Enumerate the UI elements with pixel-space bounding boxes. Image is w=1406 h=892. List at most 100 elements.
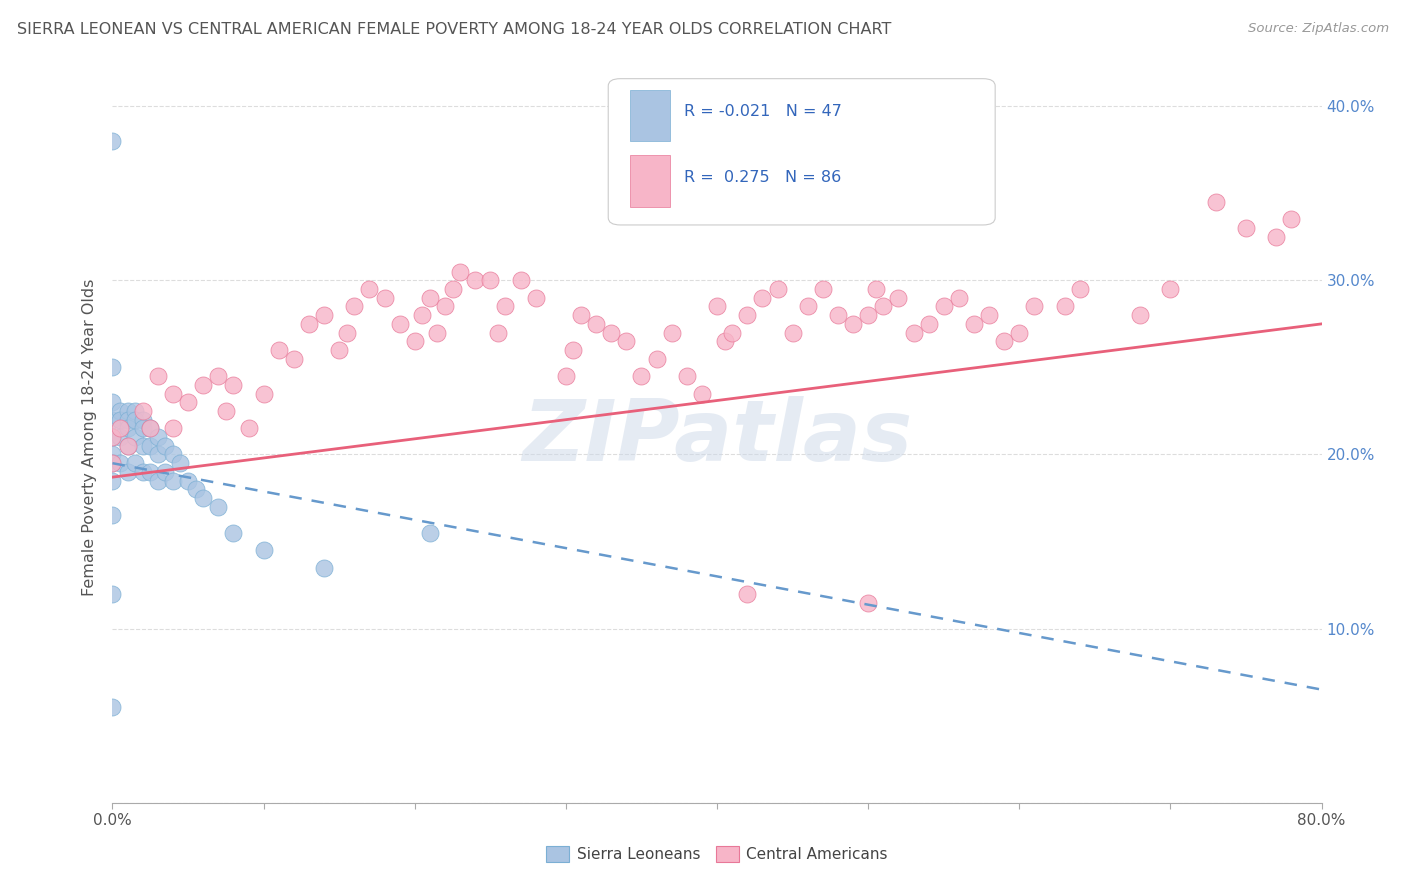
Point bbox=[328, 343, 350, 357]
Point bbox=[207, 369, 229, 384]
Point bbox=[963, 317, 986, 331]
Point bbox=[177, 474, 200, 488]
Point bbox=[479, 273, 502, 287]
Point bbox=[1279, 212, 1302, 227]
Point bbox=[388, 317, 411, 331]
Point bbox=[124, 412, 146, 426]
Point bbox=[374, 291, 396, 305]
Point bbox=[343, 300, 366, 314]
Point bbox=[139, 421, 162, 435]
FancyBboxPatch shape bbox=[609, 78, 995, 225]
Point bbox=[155, 465, 177, 479]
Point bbox=[419, 525, 441, 540]
Point bbox=[630, 369, 652, 384]
Point bbox=[267, 343, 290, 357]
Point bbox=[162, 421, 184, 435]
Point bbox=[918, 317, 941, 331]
Point bbox=[146, 369, 169, 384]
Point bbox=[298, 317, 321, 331]
Point bbox=[139, 421, 162, 435]
Point bbox=[108, 456, 131, 470]
Point bbox=[751, 291, 773, 305]
Point bbox=[117, 412, 139, 426]
Point bbox=[856, 595, 880, 609]
Point bbox=[169, 456, 191, 470]
Point bbox=[737, 308, 759, 322]
Point bbox=[191, 377, 214, 392]
Point bbox=[796, 300, 818, 314]
Point bbox=[1129, 308, 1152, 322]
Text: SIERRA LEONEAN VS CENTRAL AMERICAN FEMALE POVERTY AMONG 18-24 YEAR OLDS CORRELAT: SIERRA LEONEAN VS CENTRAL AMERICAN FEMAL… bbox=[17, 22, 891, 37]
Point bbox=[585, 317, 607, 331]
Point bbox=[419, 291, 441, 305]
Point bbox=[932, 300, 955, 314]
Point bbox=[117, 439, 139, 453]
Point bbox=[314, 560, 336, 574]
Point bbox=[600, 326, 623, 340]
Point bbox=[562, 343, 585, 357]
Point bbox=[146, 430, 169, 444]
Point bbox=[101, 430, 124, 444]
Point bbox=[856, 308, 880, 322]
Point bbox=[569, 308, 592, 322]
Point bbox=[554, 369, 576, 384]
Point bbox=[101, 395, 124, 409]
Point bbox=[162, 386, 184, 401]
Point bbox=[108, 430, 131, 444]
Point bbox=[191, 491, 214, 505]
Point bbox=[1069, 282, 1091, 296]
Point bbox=[314, 308, 336, 322]
Point bbox=[132, 439, 155, 453]
FancyBboxPatch shape bbox=[630, 89, 669, 141]
Point bbox=[737, 587, 759, 601]
Point bbox=[464, 273, 486, 287]
Point bbox=[101, 508, 124, 523]
Point bbox=[101, 456, 124, 470]
Point bbox=[827, 308, 849, 322]
Point bbox=[124, 456, 146, 470]
Point bbox=[222, 377, 245, 392]
Point bbox=[253, 543, 276, 558]
Point bbox=[675, 369, 697, 384]
Point bbox=[336, 326, 359, 340]
Point bbox=[132, 404, 155, 418]
Y-axis label: Female Poverty Among 18-24 Year Olds: Female Poverty Among 18-24 Year Olds bbox=[82, 278, 97, 596]
Point bbox=[426, 326, 449, 340]
Point bbox=[108, 421, 131, 435]
Point bbox=[101, 430, 124, 444]
Text: Source: ZipAtlas.com: Source: ZipAtlas.com bbox=[1249, 22, 1389, 36]
Point bbox=[1024, 300, 1046, 314]
Point bbox=[124, 430, 146, 444]
Point bbox=[117, 404, 139, 418]
Point bbox=[645, 351, 668, 366]
Point bbox=[509, 273, 531, 287]
Point bbox=[101, 360, 124, 375]
Point bbox=[124, 404, 146, 418]
Point bbox=[433, 300, 456, 314]
Point bbox=[132, 421, 155, 435]
Point bbox=[101, 700, 124, 714]
Point bbox=[1008, 326, 1031, 340]
Point bbox=[146, 474, 169, 488]
Point bbox=[495, 300, 517, 314]
Point bbox=[977, 308, 1000, 322]
Point bbox=[108, 412, 131, 426]
Point bbox=[117, 439, 139, 453]
Legend: Sierra Leoneans, Central Americans: Sierra Leoneans, Central Americans bbox=[540, 840, 894, 868]
Point bbox=[132, 412, 155, 426]
Point bbox=[766, 282, 789, 296]
Point bbox=[404, 334, 426, 349]
Point bbox=[117, 465, 139, 479]
Point bbox=[139, 439, 162, 453]
Point bbox=[207, 500, 229, 514]
Point bbox=[948, 291, 970, 305]
Point bbox=[872, 300, 894, 314]
Point bbox=[184, 483, 207, 497]
Point bbox=[903, 326, 925, 340]
Point bbox=[842, 317, 865, 331]
Point bbox=[524, 291, 547, 305]
Point bbox=[811, 282, 834, 296]
Text: R = -0.021   N = 47: R = -0.021 N = 47 bbox=[685, 104, 842, 120]
Point bbox=[616, 334, 638, 349]
Point bbox=[690, 386, 713, 401]
